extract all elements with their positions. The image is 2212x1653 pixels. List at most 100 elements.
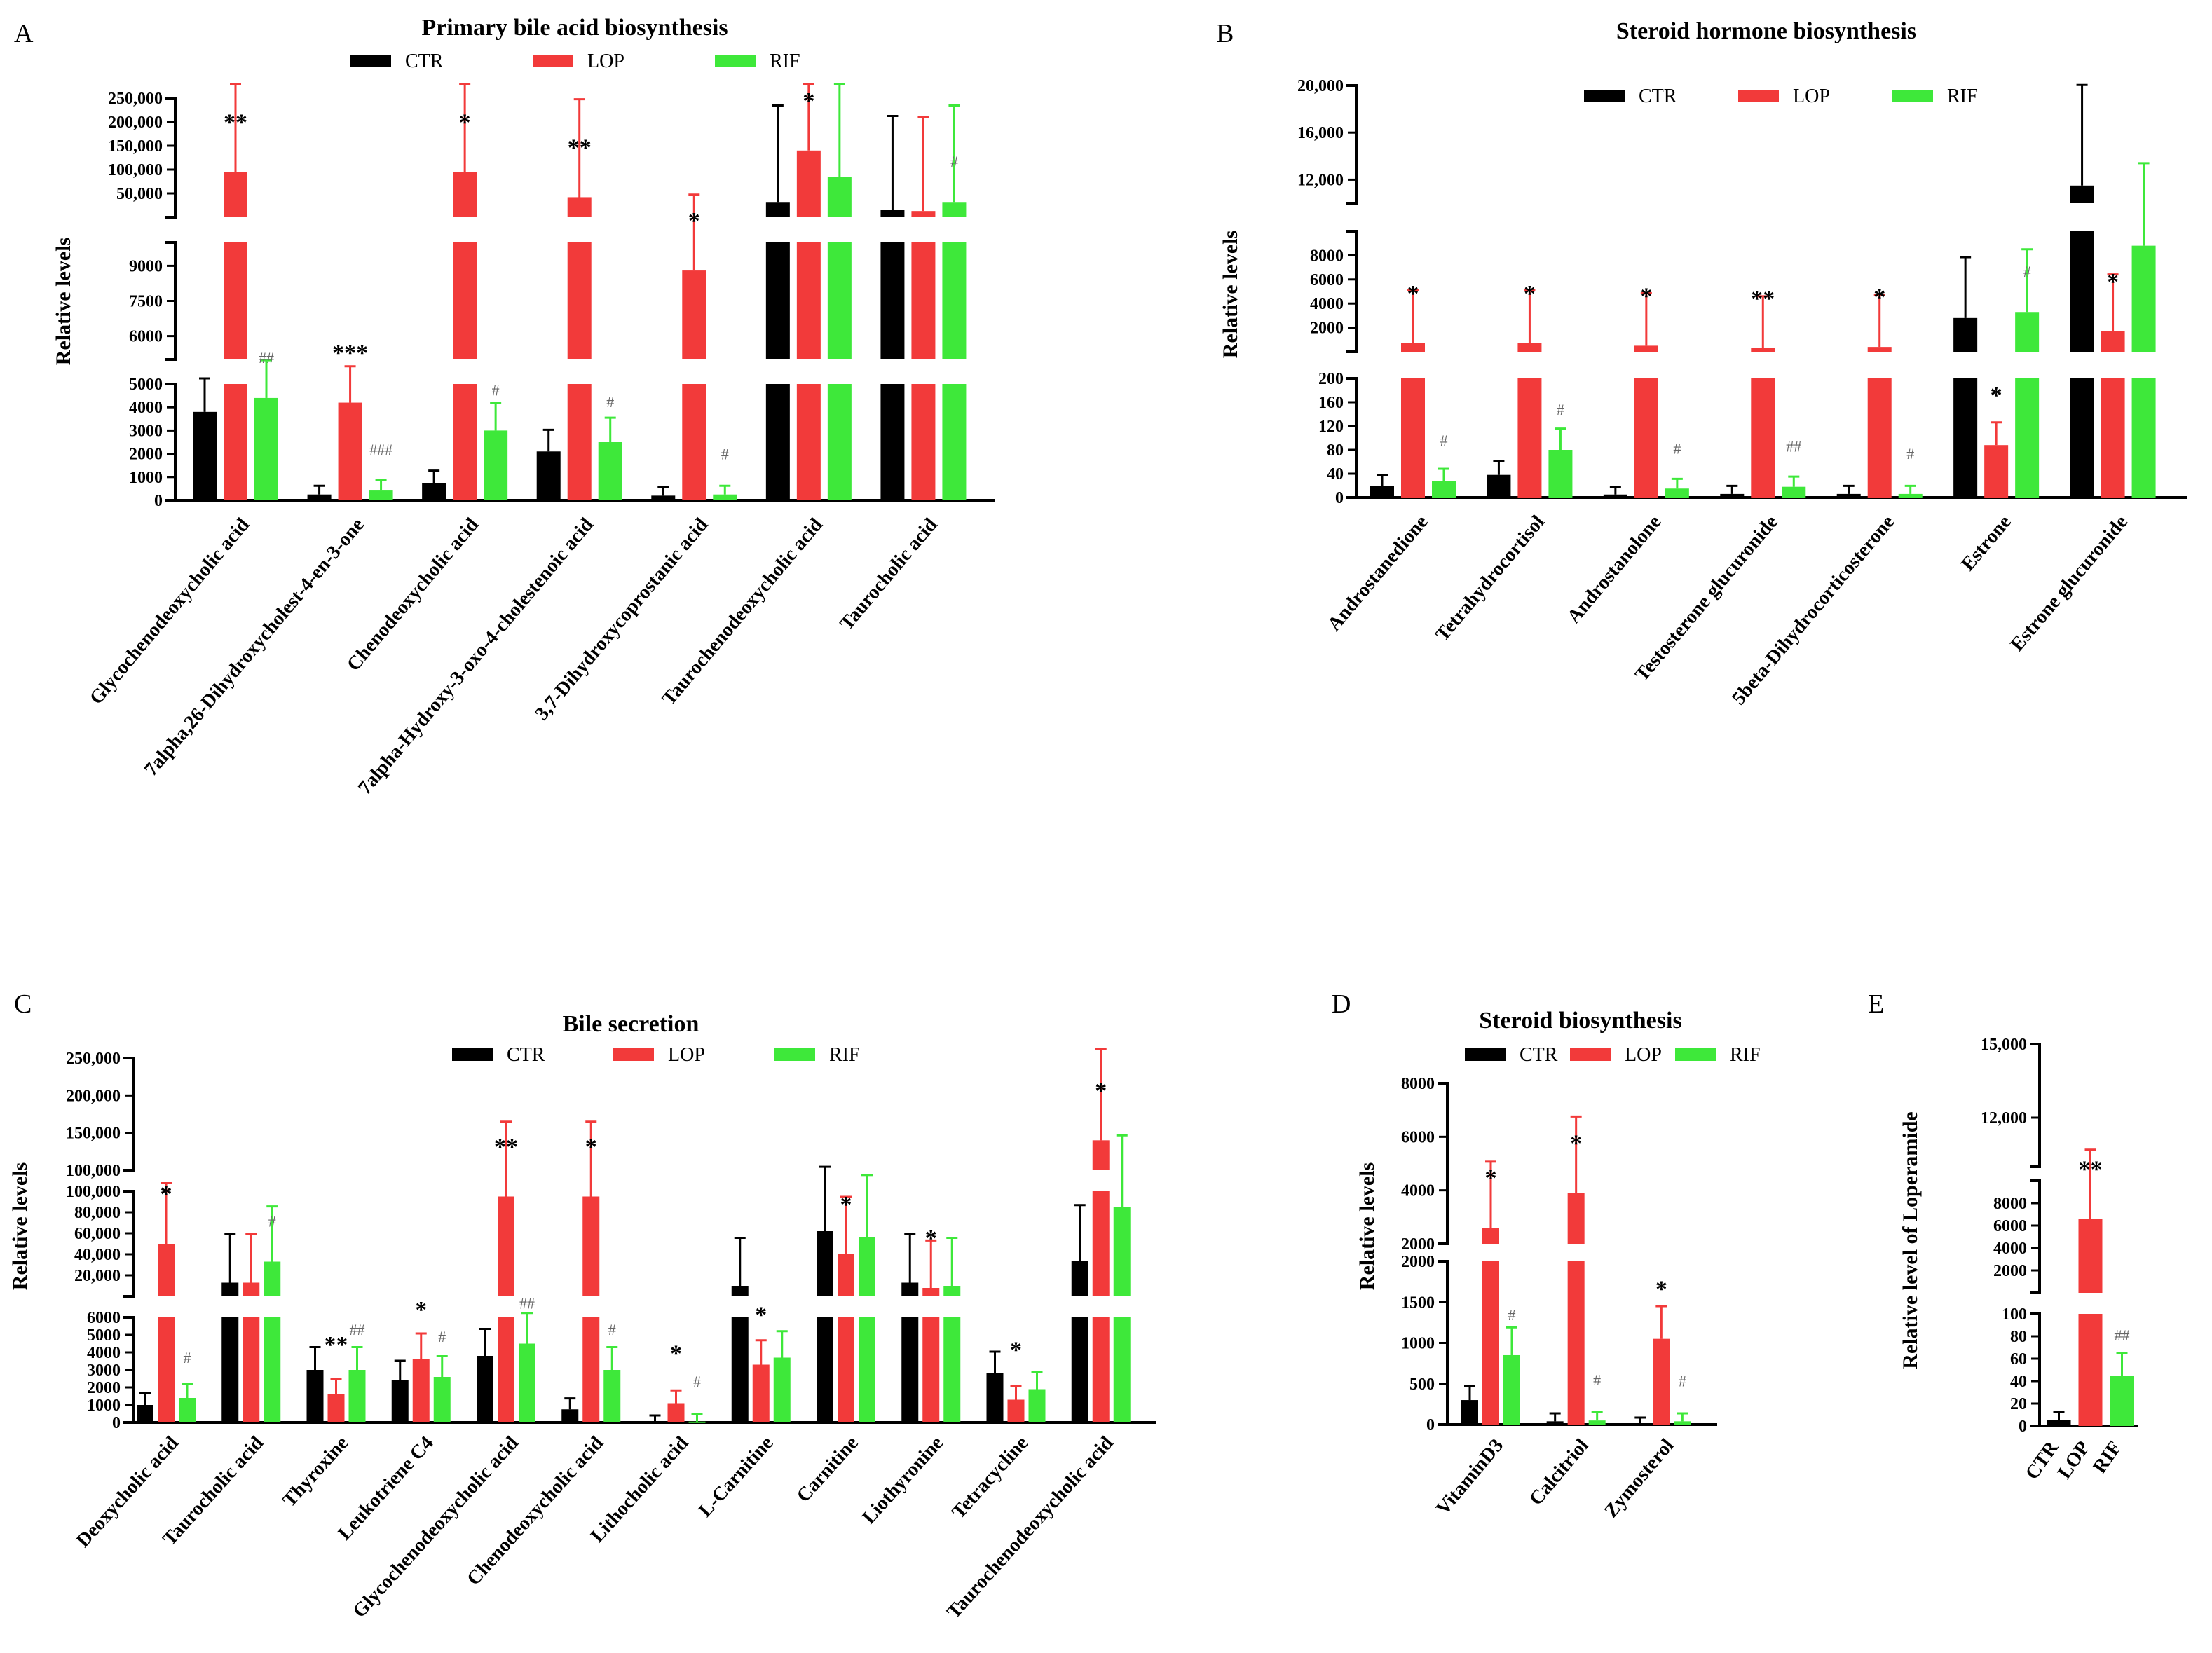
bar (1674, 1421, 1691, 1425)
y-tick-label: 9000 (129, 257, 163, 275)
axis-break-gap (157, 1296, 175, 1317)
y-tick-label: 120 (1318, 418, 1344, 436)
y-tick-label: 250,000 (66, 1050, 121, 1068)
y-tick-label: 16,000 (1297, 124, 1344, 142)
chart-title: Steroid biosynthesis (1479, 1008, 1681, 1034)
category-label: Liothyronine (858, 1432, 948, 1528)
axis-break-gap (880, 359, 906, 384)
legend-label-lop: LOP (1793, 85, 1830, 107)
y-tick-label: 80 (1327, 441, 1344, 460)
axis-break-gap (910, 359, 936, 384)
panel-label: D (1332, 989, 1351, 1019)
axis-break-gap (941, 217, 967, 242)
legend-swatch-rif (715, 55, 756, 67)
axis-break-gap (880, 217, 906, 242)
bar (752, 1364, 770, 1422)
axis-break-gap (2100, 352, 2126, 378)
axis-break-gap (452, 359, 478, 384)
legend-label-ctr: CTR (507, 1044, 545, 1066)
axis-break-gap (941, 359, 967, 384)
category-label: Tetracycline (948, 1432, 1032, 1523)
significance-marker: * (803, 88, 814, 114)
bar (1588, 1420, 1606, 1425)
category-label: Taurocholic acid (835, 514, 942, 634)
y-tick-label: 5000 (87, 1326, 121, 1345)
bar (2110, 1376, 2134, 1426)
legend-label-ctr: CTR (405, 50, 444, 72)
bar (1503, 1354, 1520, 1425)
y-tick-label: 1500 (1401, 1294, 1435, 1312)
axis-break-gap (730, 1296, 749, 1317)
y-tick-label: 0 (154, 492, 163, 510)
significance-marker: * (688, 208, 700, 234)
y-axis-label: Relative level of Loperamide (1899, 1111, 1922, 1369)
y-tick-label: 20 (2010, 1395, 2027, 1413)
legend-label-ctr: CTR (1520, 1044, 1558, 1066)
panel-c: C Bile secretion CTR LOP RIF Relative levels 6… (8, 989, 1156, 1623)
y-axis-label: Relative levels (1356, 1162, 1379, 1290)
significance-marker: * (1407, 281, 1419, 307)
hash-marker: # (438, 1328, 446, 1345)
bar (484, 430, 508, 500)
bar (1071, 1261, 1088, 1422)
axis-break-gap (223, 217, 248, 242)
axis-break-gap (1070, 1296, 1089, 1317)
y-tick-label: 0 (1426, 1416, 1435, 1434)
bar (880, 210, 905, 500)
category-label: Androstanedione (1323, 512, 1432, 636)
hash-marker: # (693, 1373, 701, 1390)
bar (1898, 493, 1923, 498)
y-tick-label: 250,000 (108, 90, 163, 108)
bar (433, 1377, 451, 1422)
y-tick-label: 6000 (1401, 1128, 1435, 1146)
bar (765, 202, 790, 500)
y-tick-label: 20,000 (74, 1267, 121, 1285)
significance-marker: * (459, 109, 471, 135)
y-tick-label: 200,000 (66, 1087, 121, 1105)
y-tick-label: 100,000 (108, 161, 163, 179)
bar (254, 397, 278, 500)
bar (1665, 488, 1689, 498)
bar (264, 1261, 281, 1422)
axis-break-gap (796, 359, 821, 384)
bar (1836, 493, 1861, 498)
hash-marker: ## (350, 1321, 365, 1338)
bar (682, 270, 706, 500)
significance-marker: * (670, 1341, 682, 1367)
bar (567, 197, 592, 500)
bar (667, 1403, 685, 1422)
axis-break-gap (2077, 1293, 2103, 1314)
significance-marker: ** (2079, 1156, 2103, 1182)
y-tick-label: 8000 (1993, 1195, 2027, 1213)
y-tick-label: 50,000 (116, 185, 163, 203)
y-tick-label: 8000 (1310, 247, 1344, 265)
bar (1546, 1421, 1564, 1425)
significance-marker: * (1991, 383, 2002, 409)
bar (1632, 1425, 1649, 1426)
legend-swatch-lop (533, 55, 573, 67)
axis-break-gap (858, 1296, 876, 1317)
bar (1487, 474, 1511, 498)
axis-break-gap (223, 359, 248, 384)
category-label: Estrone glucuronide (2007, 512, 2133, 656)
legend-label-rif: RIF (1947, 85, 1978, 107)
axis-break-gap (582, 1296, 601, 1317)
axis-break-gap (1566, 1244, 1585, 1261)
significance-marker: *** (332, 341, 368, 366)
y-tick-label: 6000 (129, 328, 163, 346)
legend-swatch-ctr (1584, 90, 1625, 102)
hash-marker: # (1557, 401, 1564, 418)
y-tick-label: 200,000 (108, 114, 163, 132)
y-axis-label: Relative levels (52, 238, 75, 365)
y-tick-label: 12,000 (1981, 1109, 2027, 1127)
axis-break-gap (1953, 352, 1979, 378)
y-tick-label: 4000 (1310, 295, 1344, 313)
bar (306, 1370, 324, 1422)
hash-marker: # (1679, 1372, 1686, 1390)
y-tick-label: 40 (2010, 1373, 2027, 1391)
panel-label: A (14, 19, 34, 48)
bar (348, 1370, 366, 1422)
axis-break-gap (796, 217, 821, 242)
bar (2047, 1420, 2071, 1426)
